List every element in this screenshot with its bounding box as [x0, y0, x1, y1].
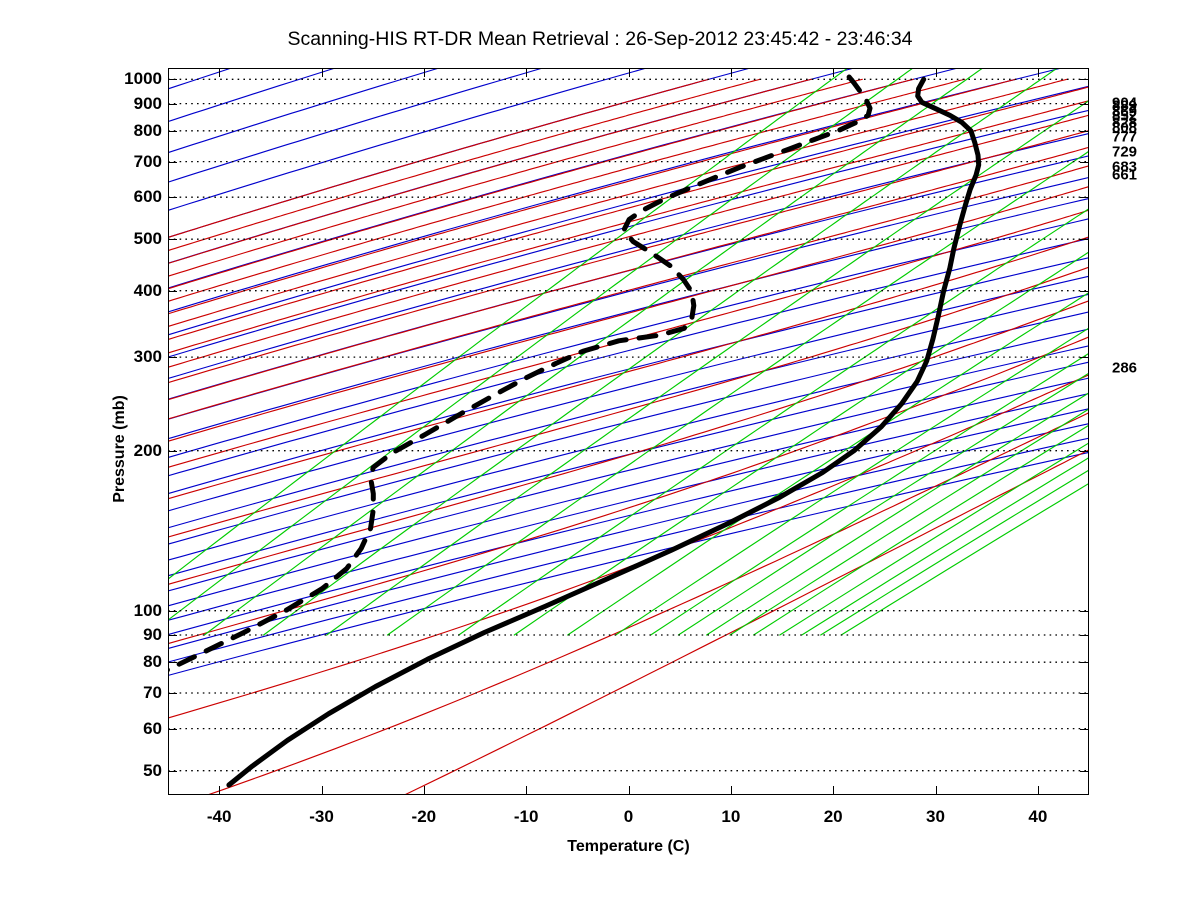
y-tick-mark: [168, 610, 177, 612]
x-axis-title: Temperature (C): [567, 838, 690, 855]
right-pressure-label: 683: [1112, 158, 1138, 176]
right-pressure-label: 286: [1112, 359, 1138, 377]
y-tick-label: 800: [133, 120, 162, 140]
right-pressure-label: 828: [1112, 114, 1138, 132]
y-tick-mark: [168, 635, 177, 636]
x-tick-mark-top: [833, 68, 835, 77]
y-tick-mark: [168, 103, 177, 105]
y-tick-mark-right: [1080, 161, 1089, 163]
y-tick-label: 50: [143, 760, 162, 780]
y-tick-mark-right: [1080, 290, 1089, 292]
y-tick-label: 70: [143, 683, 162, 703]
x-tick-mark-top: [423, 68, 425, 77]
x-tick-label: -10: [513, 807, 539, 826]
y-tick-mark-right: [1080, 662, 1089, 664]
x-tick-mark: [935, 786, 937, 795]
y-tick-mark: [168, 130, 177, 132]
y-tick-label: 60: [143, 718, 162, 738]
y-tick-mark: [168, 450, 177, 452]
x-tick-label: 10: [721, 807, 741, 826]
x-tick-mark-top: [321, 68, 323, 77]
right-pressure-label: 869: [1112, 103, 1138, 121]
y-tick-mark: [168, 770, 177, 772]
y-tick-mark-right: [1080, 450, 1089, 452]
mixing-ratio-lines: [168, 68, 1089, 636]
y-tick-mark: [168, 693, 177, 694]
x-tick-label: -30: [309, 807, 334, 826]
x-tick-mark-top: [219, 68, 221, 77]
right-pressure-label: 889: [1112, 97, 1138, 115]
x-tick-label: -20: [411, 807, 437, 826]
y-tick-mark-right: [1080, 130, 1089, 132]
y-tick-mark: [168, 79, 177, 81]
page-title: Scanning-HIS RT-DR Mean Retrieval : 26-S…: [287, 28, 913, 50]
y-axis-tick-labels: 50 60 70 80 90 100 200 300 400 500 600 700 800 900 100…: [78, 0, 162, 900]
y-tick-label: 300: [133, 347, 162, 367]
x-tick-label: -40: [206, 807, 232, 826]
right-pressure-label: 852: [1112, 107, 1138, 125]
x-tick-mark: [526, 786, 528, 795]
y-tick-mark-right: [1080, 693, 1089, 694]
y-tick-label: 500: [133, 229, 162, 249]
x-tick-mark: [219, 786, 221, 795]
dry-adiabat-lines: [168, 68, 1089, 677]
x-tick-mark-top: [935, 68, 937, 77]
y-tick-label: 100: [133, 600, 162, 620]
y-tick-mark: [168, 662, 177, 664]
skewt-canvas: [168, 68, 1089, 795]
moist-adiabat-lines: [168, 78, 1089, 795]
x-tick-mark-top: [628, 68, 630, 77]
x-tick-mark-top: [730, 68, 732, 77]
right-pressure-label: 808: [1112, 119, 1138, 137]
x-tick-mark-top: [1037, 68, 1039, 77]
y-tick-mark-right: [1080, 610, 1089, 612]
x-tick-mark: [1037, 786, 1039, 795]
y-tick-mark-right: [1080, 239, 1089, 241]
profile-curves: [168, 74, 982, 788]
y-tick-label: 700: [133, 151, 162, 171]
x-tick-label: 30: [926, 807, 945, 826]
y-tick-mark-right: [1080, 770, 1089, 772]
x-tick-label: 40: [1028, 807, 1048, 826]
y-tick-mark: [168, 197, 177, 199]
right-pressure-label: 661: [1112, 166, 1138, 184]
y-tick-label: 600: [133, 187, 162, 207]
x-tick-label: 20: [823, 807, 843, 826]
right-pressure-label: 729: [1112, 143, 1138, 161]
y-tick-label: 80: [143, 652, 162, 672]
y-tick-label: 90: [143, 625, 162, 645]
y-tick-label: 1000: [124, 69, 162, 89]
y-axis-title: Pressure (mb): [111, 395, 128, 503]
y-tick-mark: [168, 728, 177, 730]
y-tick-mark: [168, 239, 177, 241]
y-tick-label: 900: [133, 93, 162, 113]
x-tick-mark-top: [526, 68, 528, 77]
x-tick-mark: [423, 786, 425, 795]
y-tick-mark: [168, 161, 177, 163]
x-tick-label: 0: [623, 807, 634, 826]
y-tick-mark-right: [1080, 635, 1089, 636]
y-tick-mark-right: [1080, 103, 1089, 105]
plot-area: [168, 68, 1089, 795]
x-tick-mark: [730, 786, 732, 795]
y-tick-mark-right: [1080, 357, 1089, 359]
y-tick-mark: [168, 290, 177, 292]
right-pressure-label: 777: [1112, 128, 1138, 146]
x-tick-mark: [321, 786, 323, 795]
y-tick-label: 200: [133, 440, 162, 460]
x-tick-mark: [628, 786, 630, 795]
right-pressure-label: 904: [1112, 94, 1138, 112]
y-tick-mark-right: [1080, 197, 1089, 199]
y-tick-mark-right: [1080, 79, 1089, 81]
x-tick-mark: [833, 786, 835, 795]
y-tick-mark: [168, 357, 177, 359]
y-tick-mark-right: [1080, 728, 1089, 730]
y-tick-label: 400: [133, 280, 162, 300]
